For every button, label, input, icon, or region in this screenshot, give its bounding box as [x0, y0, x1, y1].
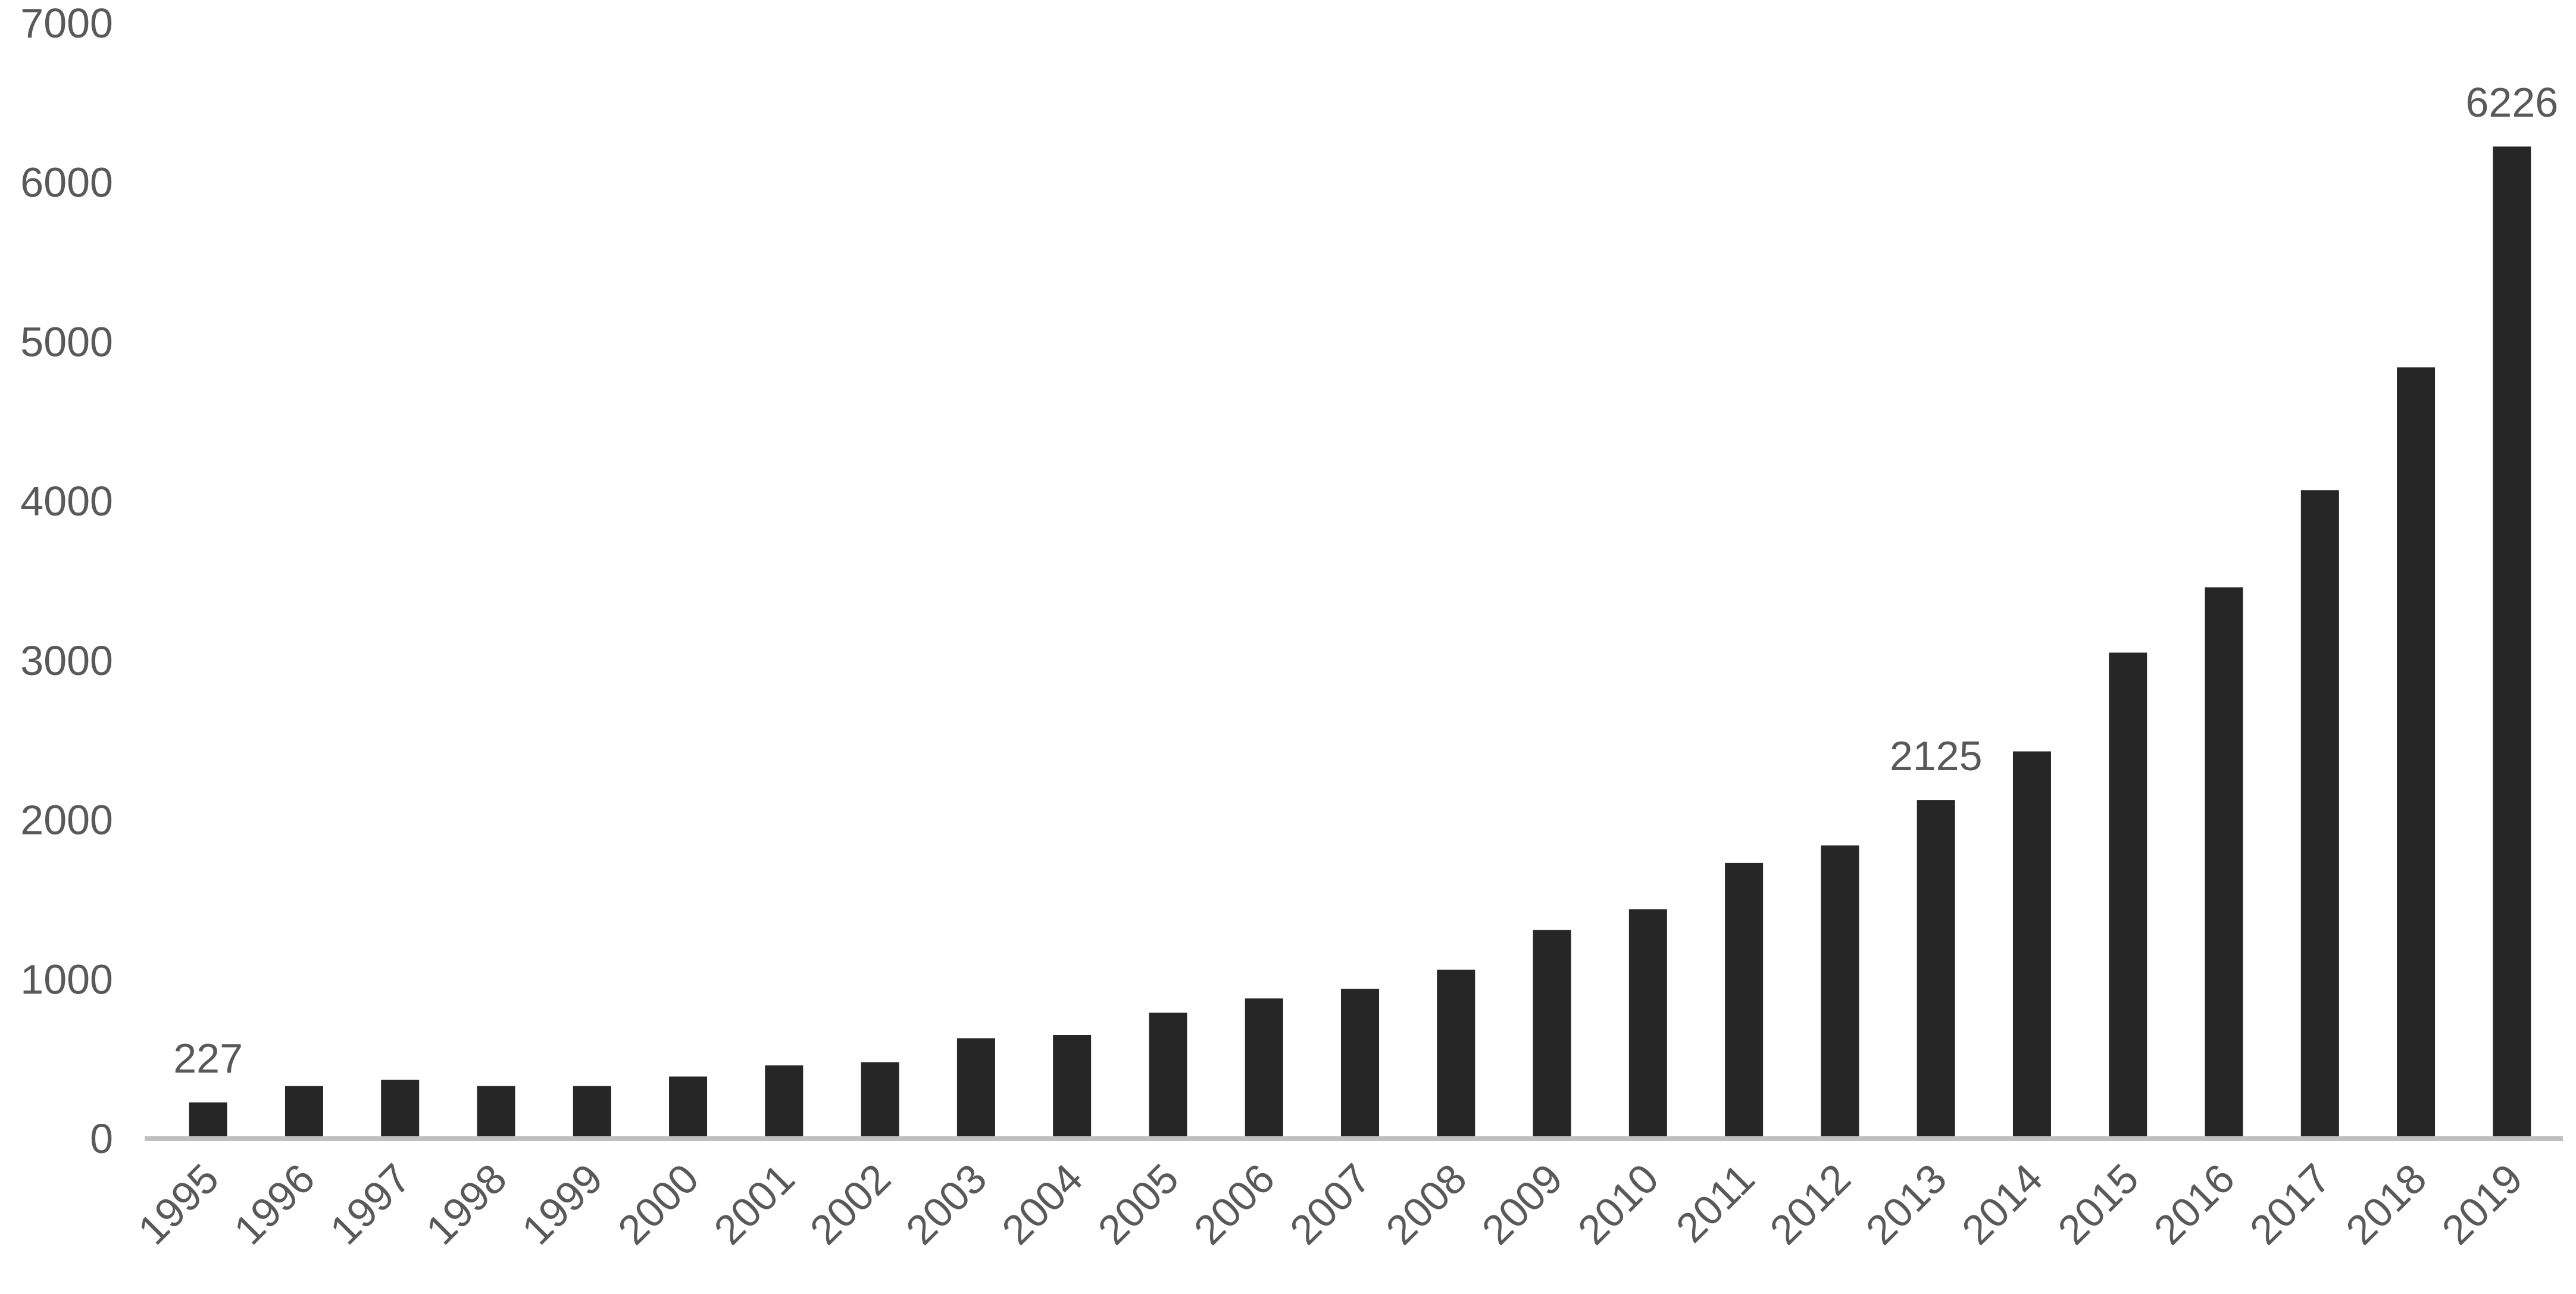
x-tick-label: 2008: [1377, 1155, 1475, 1253]
x-tick-label: 2019: [2433, 1155, 2531, 1253]
x-tick-label: 2007: [1281, 1155, 1379, 1253]
bar: [1821, 845, 1859, 1139]
bar: [765, 1065, 804, 1139]
x-tick-label: 2001: [705, 1155, 804, 1253]
bar: [2109, 652, 2147, 1139]
bar: [1341, 989, 1379, 1139]
bar: [2300, 490, 2339, 1139]
bar: [1149, 1012, 1187, 1139]
bar: [1533, 930, 1571, 1139]
y-tick-label: 0: [90, 1115, 113, 1162]
bar: [956, 1038, 995, 1139]
x-tick-label: 2013: [1857, 1155, 1955, 1253]
bar: [1628, 909, 1667, 1139]
bar: [381, 1079, 420, 1139]
y-tick-label: 6000: [20, 160, 113, 206]
x-tick-label: 2010: [1569, 1155, 1667, 1253]
y-tick-label: 7000: [20, 0, 113, 46]
bar: [669, 1076, 708, 1139]
x-tick-label: 2004: [993, 1155, 1091, 1253]
x-tick-label: 2009: [1473, 1155, 1571, 1253]
x-tick-label: 1998: [417, 1155, 515, 1253]
x-tick-label: 2012: [1761, 1155, 1859, 1253]
x-tick-label: 1997: [321, 1155, 420, 1253]
bar: [2493, 146, 2531, 1139]
bar: [477, 1086, 515, 1139]
bar: [573, 1086, 611, 1139]
x-tick-label: 2018: [2337, 1155, 2435, 1253]
y-tick-label: 4000: [20, 478, 113, 524]
bar: [189, 1102, 227, 1139]
bar: [2012, 751, 2051, 1139]
data-label: 6226: [2465, 79, 2558, 126]
x-tick-label: 2014: [1953, 1155, 2051, 1253]
x-tick-label: 2015: [2049, 1155, 2147, 1253]
data-label: 227: [173, 1035, 243, 1082]
x-tick-label: 2006: [1185, 1155, 1283, 1253]
x-tick-label: 2003: [897, 1155, 995, 1253]
x-tick-label: 2011: [1667, 1155, 1764, 1251]
bar: [2397, 367, 2436, 1139]
bar: [1725, 862, 1764, 1139]
bar: [1437, 970, 1475, 1139]
x-tick-label: 1995: [129, 1155, 227, 1253]
x-tick-label: 1999: [513, 1155, 611, 1253]
bar: [1917, 800, 1955, 1139]
y-tick-label: 1000: [20, 956, 113, 1002]
x-tick-label: 2002: [801, 1155, 899, 1253]
y-tick-label: 2000: [20, 797, 113, 843]
bar: [1245, 998, 1283, 1139]
bar: [285, 1086, 323, 1139]
x-tick-label: 2000: [609, 1155, 707, 1253]
y-tick-label: 3000: [20, 637, 113, 684]
bar: [2205, 587, 2243, 1139]
x-tick-label: 2017: [2241, 1155, 2339, 1253]
y-tick-label: 5000: [20, 318, 113, 365]
bar: [861, 1062, 899, 1139]
data-label: 2125: [1890, 733, 1983, 779]
x-tick-label: 1996: [225, 1155, 323, 1253]
x-tick-label: 2016: [2145, 1155, 2243, 1253]
x-tick-label: 2005: [1089, 1155, 1187, 1253]
bar: [1053, 1034, 1092, 1139]
